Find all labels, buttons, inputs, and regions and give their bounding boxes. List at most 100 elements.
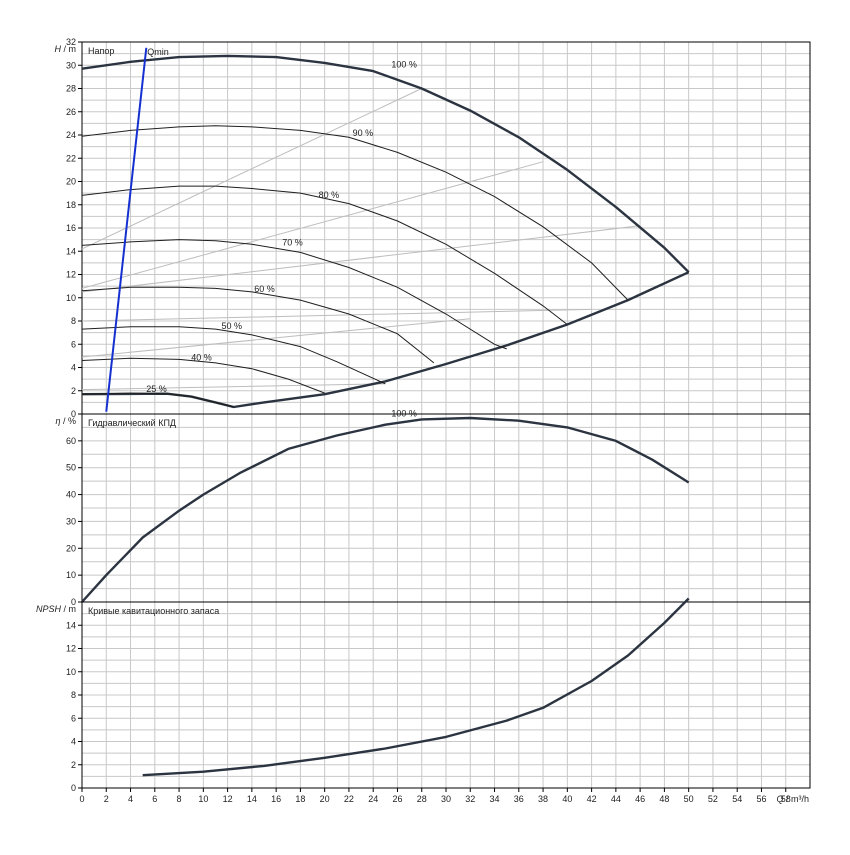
x-tick-label: 14 (247, 794, 257, 804)
head-curve-speed (81, 239, 507, 350)
y-axis-label: NPSH / m (36, 604, 76, 614)
y-tick-label: 32 (66, 37, 76, 47)
speed-curve-label: 70 % (282, 237, 303, 247)
y-tick-label: 10 (66, 667, 76, 677)
y-tick-label: 10 (66, 570, 76, 580)
head-curve-100 (81, 54, 690, 274)
y-tick-label: 16 (66, 223, 76, 233)
y-tick-label: 28 (66, 84, 76, 94)
head-curve-speed (81, 357, 325, 394)
x-tick-label: 20 (320, 794, 330, 804)
x-tick-label: 28 (417, 794, 427, 804)
x-tick-label: 24 (368, 794, 378, 804)
y-tick-label: 60 (66, 436, 76, 446)
panel-title-npsh: Кривые кавитационного запаса (88, 606, 219, 616)
y-tick-label: 12 (66, 644, 76, 654)
y-tick-label: 20 (66, 177, 76, 187)
speed-curve-label: 40 % (191, 353, 212, 363)
x-tick-label: 10 (198, 794, 208, 804)
y-tick-label: 30 (66, 60, 76, 70)
x-axis-symbol: Q (776, 794, 783, 804)
x-tick-label: 40 (562, 794, 572, 804)
y-axis-symbol: η (55, 416, 60, 426)
iso-efficiency-line (81, 383, 386, 391)
x-tick-label: 42 (587, 794, 597, 804)
x-tick-label: 6 (152, 794, 157, 804)
x-tick-label: 52 (708, 794, 718, 804)
head-curve-speed (81, 392, 234, 408)
y-axis-label: H / m (55, 44, 77, 54)
x-tick-label: 36 (514, 794, 524, 804)
y-tick-label: 2 (71, 386, 76, 396)
x-tick-label: 22 (344, 794, 354, 804)
y-axis-unit: / % (60, 416, 76, 426)
curve-label: 100 % (391, 409, 417, 419)
x-tick-label: 32 (465, 794, 475, 804)
x-tick-label: 30 (441, 794, 451, 804)
x-tick-label: 50 (684, 794, 694, 804)
head-curve-speed (81, 286, 435, 364)
x-tick-label: 44 (611, 794, 621, 804)
y-tick-label: 2 (71, 760, 76, 770)
x-tick-label: 0 (79, 794, 84, 804)
y-tick-label: 24 (66, 130, 76, 140)
x-tick-label: 16 (271, 794, 281, 804)
x-tick-label: 2 (104, 794, 109, 804)
speed-curve-label: 60 % (254, 284, 275, 294)
iso-efficiency-line (81, 161, 544, 289)
x-tick-label: 56 (756, 794, 766, 804)
y-tick-label: 6 (71, 339, 76, 349)
y-tick-label: 26 (66, 107, 76, 117)
iso-efficiency-line (81, 88, 422, 250)
y-tick-label: 4 (71, 363, 76, 373)
min-speed-boundary-curve (81, 271, 690, 409)
x-axis-label: Q / m³/h (776, 794, 809, 804)
y-tick-label: 10 (66, 293, 76, 303)
head-curve-speed (81, 326, 386, 385)
y-tick-label: 18 (66, 200, 76, 210)
speed-curve-label: 25 % (146, 384, 167, 394)
y-axis-unit: / m (61, 604, 76, 614)
speed-curve-label: 50 % (222, 321, 243, 331)
y-tick-label: 40 (66, 490, 76, 500)
y-tick-label: 14 (66, 620, 76, 630)
qmin-label: Qmin (147, 47, 169, 57)
y-axis-unit: / m (61, 44, 76, 54)
y-tick-label: 6 (71, 713, 76, 723)
y-axis-symbol: NPSH (36, 604, 62, 614)
y-axis-label: η / % (55, 416, 76, 426)
x-axis-unit: / m³/h (783, 794, 809, 804)
y-axis-symbol: H (55, 44, 62, 54)
y-tick-label: 12 (66, 270, 76, 280)
panel-title-efficiency: Гидравлический КПД (88, 418, 176, 428)
x-tick-label: 38 (538, 794, 548, 804)
iso-efficiency-line (81, 318, 471, 358)
y-tick-label: 20 (66, 543, 76, 553)
x-tick-label: 18 (295, 794, 305, 804)
head-curve-speed (81, 125, 629, 301)
head-curve-speed (81, 185, 568, 325)
x-tick-label: 48 (659, 794, 669, 804)
x-tick-label: 46 (635, 794, 645, 804)
y-tick-label: 0 (71, 597, 76, 607)
y-tick-label: 50 (66, 463, 76, 473)
x-tick-label: 26 (392, 794, 402, 804)
efficiency-curve (81, 416, 690, 603)
x-tick-label: 58 (781, 794, 791, 804)
npsh-curve (142, 597, 690, 777)
x-tick-label: 34 (490, 794, 500, 804)
y-tick-label: 0 (71, 409, 76, 419)
y-tick-label: 4 (71, 737, 76, 747)
y-tick-label: 14 (66, 246, 76, 256)
x-tick-label: 12 (223, 794, 233, 804)
y-tick-label: 30 (66, 516, 76, 526)
speed-curve-label: 80 % (319, 190, 340, 200)
x-tick-label: 54 (732, 794, 742, 804)
iso-efficiency-line (81, 225, 641, 293)
speed-curve-label: 90 % (353, 128, 374, 138)
panel-title-head: Напор (88, 46, 114, 56)
x-tick-label: 4 (128, 794, 133, 804)
speed-curve-label: 100 % (391, 60, 417, 70)
